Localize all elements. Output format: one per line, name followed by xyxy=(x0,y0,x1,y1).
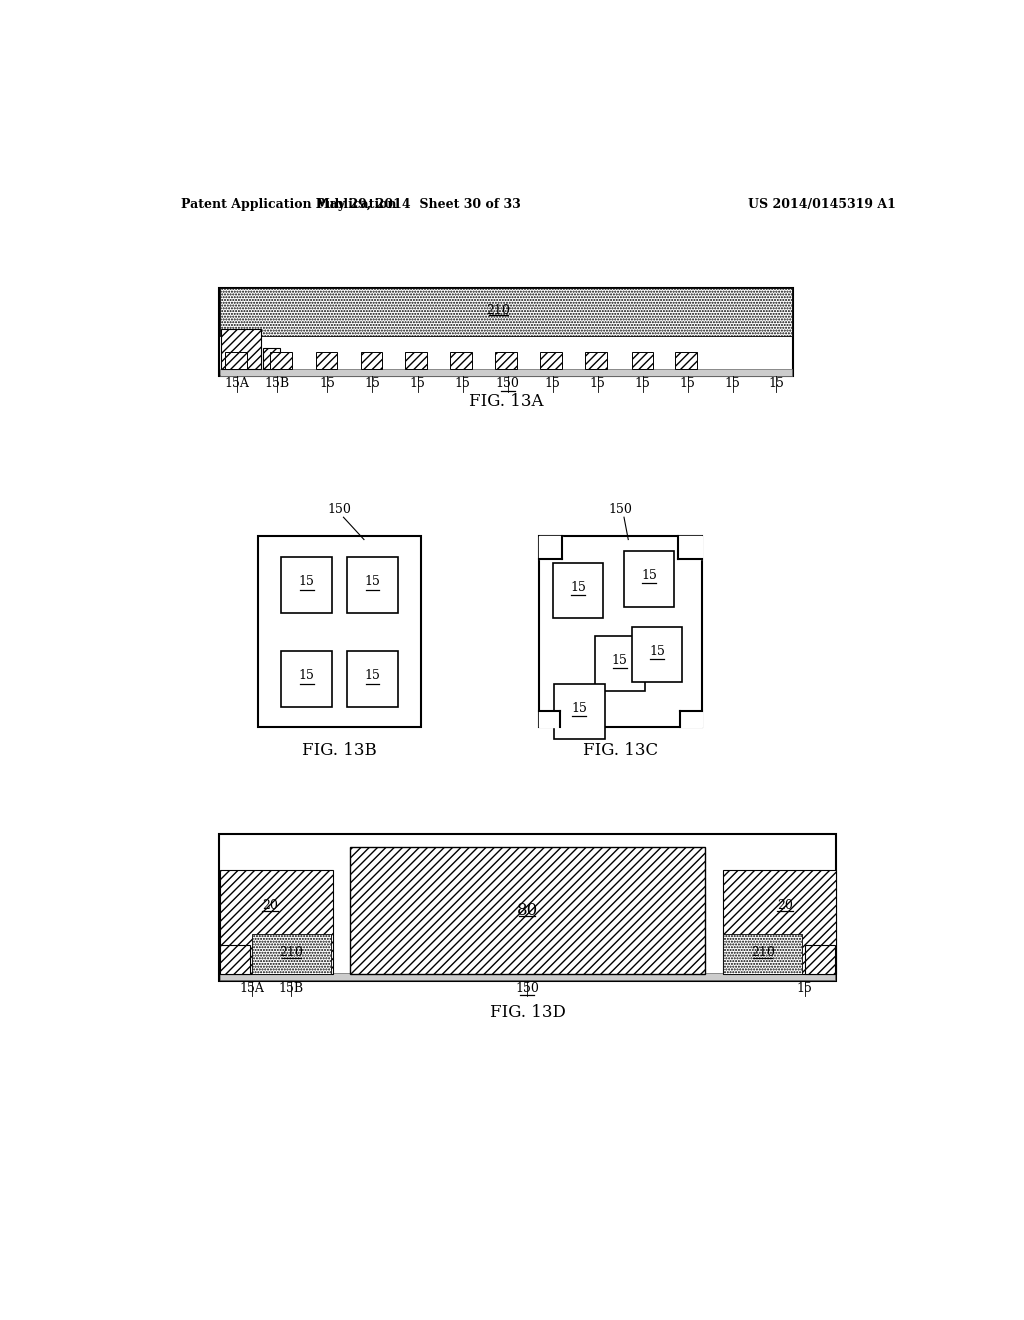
Bar xyxy=(539,711,560,726)
Text: 15: 15 xyxy=(365,576,381,589)
Text: 150: 150 xyxy=(496,378,520,391)
Text: 210: 210 xyxy=(751,945,775,958)
Text: FIG. 13D: FIG. 13D xyxy=(489,1003,565,1020)
Text: 15: 15 xyxy=(299,576,314,589)
Text: 80: 80 xyxy=(516,902,538,919)
Text: 15: 15 xyxy=(680,378,695,391)
Bar xyxy=(675,352,697,370)
Text: FIG. 13C: FIG. 13C xyxy=(583,742,657,759)
Text: 20: 20 xyxy=(777,899,793,912)
Bar xyxy=(496,352,517,370)
Text: May 29, 2014  Sheet 30 of 33: May 29, 2014 Sheet 30 of 33 xyxy=(316,198,521,211)
Text: 210: 210 xyxy=(280,945,303,958)
Bar xyxy=(347,557,397,612)
Bar xyxy=(220,945,250,974)
Text: 15: 15 xyxy=(725,378,740,391)
Text: 15: 15 xyxy=(365,669,381,682)
Bar xyxy=(360,352,382,370)
Text: 15: 15 xyxy=(299,669,314,682)
Bar xyxy=(347,651,397,706)
Bar xyxy=(219,288,793,376)
Bar xyxy=(805,945,835,974)
Bar xyxy=(349,847,705,974)
Text: 15: 15 xyxy=(545,378,560,391)
Bar xyxy=(678,536,701,558)
Text: 15: 15 xyxy=(590,378,605,391)
Text: 150: 150 xyxy=(515,982,539,995)
Text: FIG. 13B: FIG. 13B xyxy=(302,742,377,759)
Bar xyxy=(632,627,682,682)
Text: 15: 15 xyxy=(797,982,812,995)
Bar xyxy=(282,651,332,706)
Text: 20: 20 xyxy=(262,899,278,912)
Text: 210: 210 xyxy=(486,304,510,317)
Bar xyxy=(539,536,701,726)
Bar xyxy=(723,933,802,974)
Bar xyxy=(553,562,603,618)
Bar xyxy=(252,933,331,974)
Text: 15: 15 xyxy=(319,378,335,391)
Bar xyxy=(624,552,675,607)
Text: 15: 15 xyxy=(410,378,426,391)
Bar xyxy=(270,352,292,370)
Text: 15A: 15A xyxy=(240,982,264,995)
Text: 15: 15 xyxy=(455,378,471,391)
Text: US 2014/0145319 A1: US 2014/0145319 A1 xyxy=(748,198,896,211)
Bar xyxy=(282,557,332,612)
Text: 150: 150 xyxy=(608,503,632,516)
Bar xyxy=(315,352,337,370)
Bar xyxy=(220,870,333,974)
Bar xyxy=(263,348,280,370)
Text: 15: 15 xyxy=(611,653,628,667)
Bar xyxy=(554,684,604,739)
Bar xyxy=(595,636,645,692)
Text: 15B: 15B xyxy=(279,982,303,995)
Text: 15: 15 xyxy=(635,378,650,391)
Bar xyxy=(221,330,261,370)
Text: 15: 15 xyxy=(570,581,586,594)
Text: 15: 15 xyxy=(649,644,665,657)
Text: 15A: 15A xyxy=(224,378,249,391)
Text: 15: 15 xyxy=(768,378,783,391)
Text: 150: 150 xyxy=(328,503,351,516)
Bar xyxy=(451,352,472,370)
Bar xyxy=(406,352,427,370)
Bar xyxy=(680,711,701,726)
Bar xyxy=(258,536,421,726)
Text: 15B: 15B xyxy=(264,378,290,391)
Text: 15: 15 xyxy=(571,702,588,714)
Bar xyxy=(632,352,653,370)
Text: 15: 15 xyxy=(365,378,380,391)
Bar xyxy=(225,352,247,370)
Bar xyxy=(586,352,607,370)
Bar xyxy=(220,288,793,335)
Text: 15: 15 xyxy=(641,569,657,582)
Bar xyxy=(541,352,562,370)
Bar xyxy=(220,973,835,979)
Text: Patent Application Publication: Patent Application Publication xyxy=(180,198,396,211)
Bar xyxy=(219,834,836,981)
Bar xyxy=(539,536,562,558)
Bar xyxy=(723,870,836,974)
Bar xyxy=(220,368,793,376)
Text: FIG. 13A: FIG. 13A xyxy=(469,393,544,411)
